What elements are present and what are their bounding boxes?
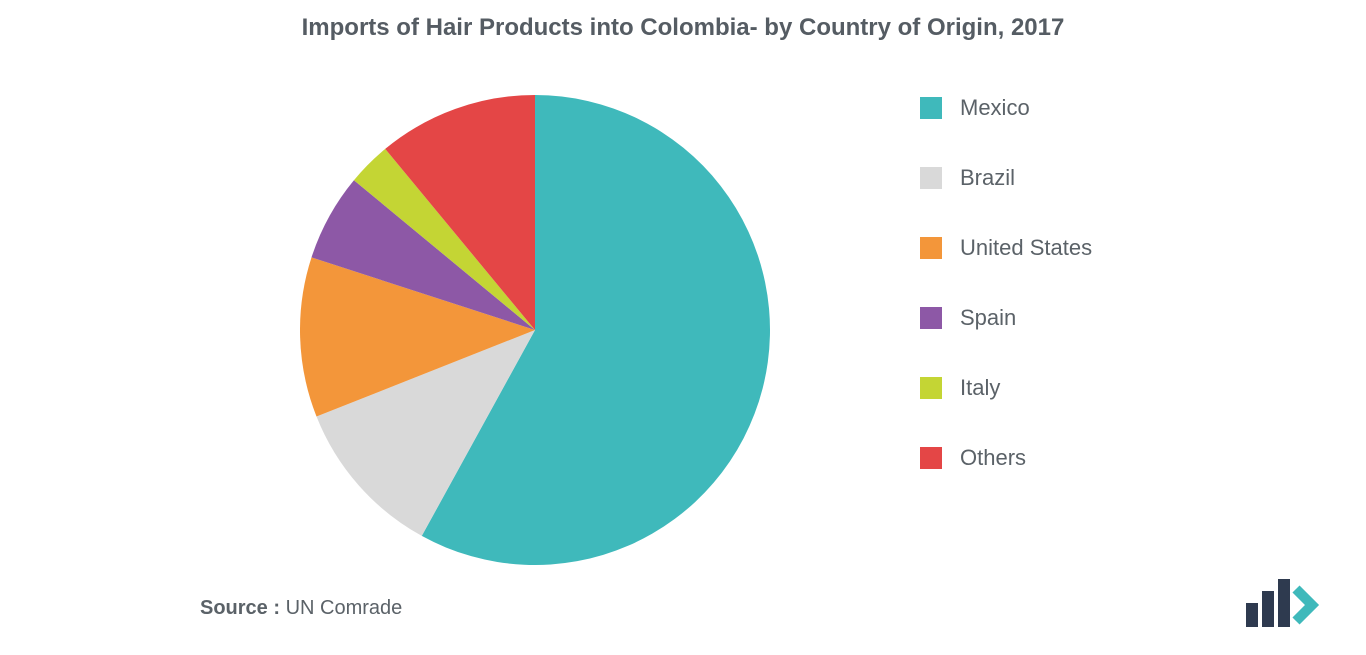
chart-container: Imports of Hair Products into Colombia- … (0, 0, 1366, 655)
brand-logo (1246, 577, 1326, 627)
legend-label: Italy (960, 375, 1000, 401)
legend-item-united-states: United States (920, 235, 1092, 261)
legend-swatch (920, 447, 942, 469)
pie-svg (300, 95, 770, 565)
legend-swatch (920, 237, 942, 259)
source-value: UN Comrade (286, 597, 403, 619)
brand-logo-svg (1246, 577, 1326, 627)
legend-label: Mexico (960, 95, 1030, 121)
legend-label: Others (960, 445, 1026, 471)
source-line: Source : UN Comrade (200, 597, 402, 620)
legend-swatch (920, 377, 942, 399)
legend-item-brazil: Brazil (920, 165, 1092, 191)
legend-item-mexico: Mexico (920, 95, 1092, 121)
logo-bar-1 (1246, 603, 1258, 627)
legend-item-italy: Italy (920, 375, 1092, 401)
legend-swatch (920, 97, 942, 119)
legend-label: Brazil (960, 165, 1015, 191)
legend-label: United States (960, 235, 1092, 261)
legend-item-spain: Spain (920, 305, 1092, 331)
legend-label: Spain (960, 305, 1016, 331)
logo-bar-3 (1278, 579, 1290, 627)
logo-bar-2 (1262, 591, 1274, 627)
legend-swatch (920, 167, 942, 189)
source-label: Source : (200, 597, 280, 619)
logo-chevron (1296, 589, 1312, 621)
pie-chart (300, 95, 770, 565)
chart-title: Imports of Hair Products into Colombia- … (0, 14, 1366, 42)
legend-item-others: Others (920, 445, 1092, 471)
legend-swatch (920, 307, 942, 329)
legend: Mexico Brazil United States Spain Italy Other… (920, 95, 1092, 471)
